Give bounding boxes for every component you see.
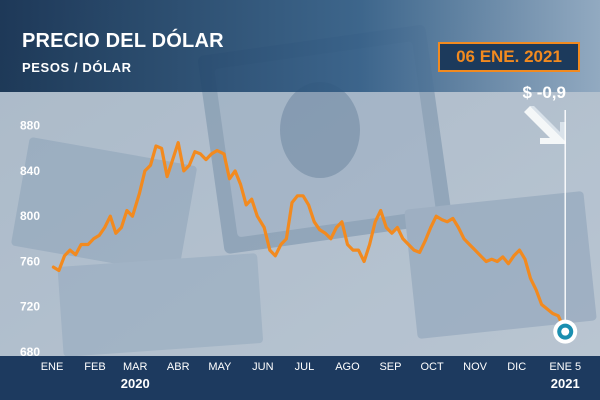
y-tick-label: 840 bbox=[20, 164, 40, 178]
x-tick-label: OCT bbox=[420, 361, 444, 373]
x-tick-label: MAR bbox=[123, 361, 148, 373]
x-tick-label: ENE 5 bbox=[549, 361, 581, 373]
axis-footer-bar bbox=[0, 356, 600, 400]
y-tick-label: 720 bbox=[20, 300, 40, 314]
x-tick-label: JUL bbox=[295, 361, 315, 373]
chart-subtitle: PESOS / DÓLAR bbox=[22, 60, 132, 75]
endpoint-marker-center bbox=[561, 327, 570, 336]
x-tick-label: JUN bbox=[252, 361, 273, 373]
y-tick-label: 800 bbox=[20, 209, 40, 223]
arrow-down-right-icon bbox=[524, 106, 566, 144]
price-line bbox=[51, 141, 567, 334]
x-tick-label: MAY bbox=[208, 361, 232, 373]
x-tick-label: ABR bbox=[167, 361, 190, 373]
price-change-value: $ -0,9 bbox=[522, 83, 566, 102]
x-tick-label: DIC bbox=[507, 361, 526, 373]
year-label: 2020 bbox=[121, 376, 150, 391]
x-tick-label: FEB bbox=[84, 361, 105, 373]
chart-title: PRECIO DEL DÓLAR bbox=[22, 30, 224, 52]
y-tick-label: 680 bbox=[20, 345, 40, 359]
x-tick-label: AGO bbox=[335, 361, 360, 373]
x-tick-label: NOV bbox=[463, 361, 488, 373]
year-label: 2021 bbox=[551, 376, 580, 391]
y-tick-label: 760 bbox=[20, 254, 40, 268]
date-badge: 06 ENE. 2021 bbox=[438, 42, 580, 72]
x-tick-label: ENE bbox=[41, 361, 64, 373]
x-tick-label: SEP bbox=[379, 361, 401, 373]
y-tick-label: 880 bbox=[20, 119, 40, 133]
